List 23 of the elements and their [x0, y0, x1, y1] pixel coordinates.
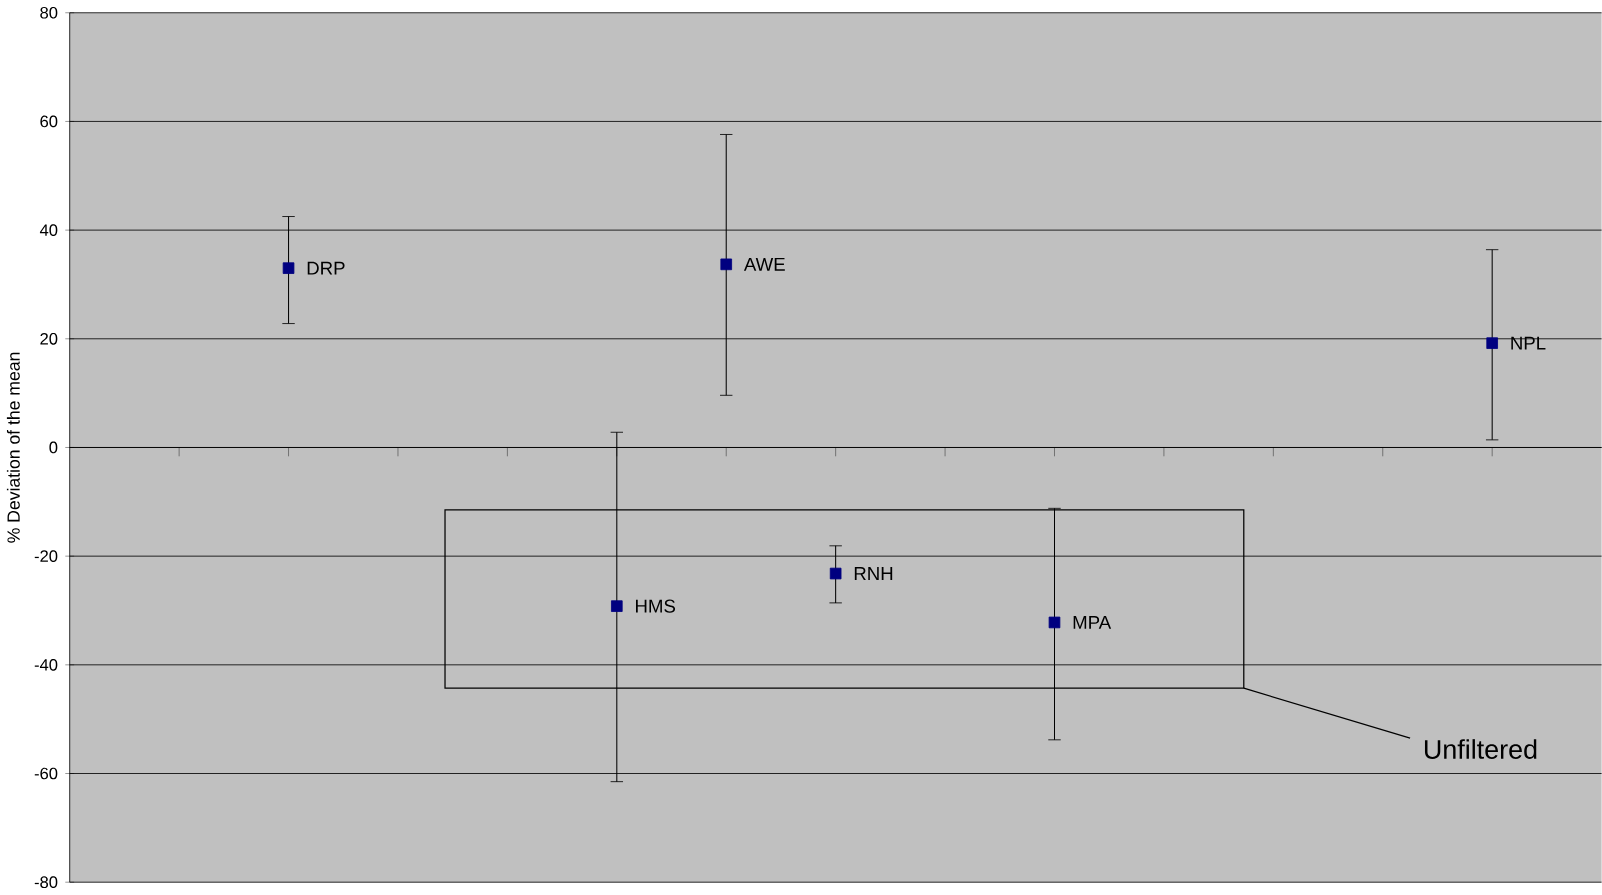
point: [829, 567, 842, 580]
point: [1048, 616, 1061, 629]
y-tick-label: 60: [40, 115, 58, 128]
y-tick-label: -20: [34, 550, 58, 563]
point: [1486, 337, 1498, 349]
series-label: DRP: [307, 261, 345, 275]
point: [611, 600, 623, 612]
point: [282, 262, 295, 274]
series-label: MPA: [1073, 616, 1112, 629]
annotation: Unfiltered: [1424, 739, 1537, 759]
y-axis-title: % Deviation of the mean: [6, 352, 20, 543]
series-label: RNH: [854, 567, 893, 580]
series-label: NPL: [1511, 336, 1546, 350]
y-tick-label: -60: [34, 767, 58, 780]
y-tick-label: -40: [34, 658, 58, 671]
series-label: AWE: [743, 257, 785, 271]
series-label: HMS: [636, 599, 676, 613]
y-tick-label: 20: [40, 332, 58, 345]
y-tick-label: -80: [34, 876, 58, 889]
point: [720, 258, 733, 271]
y-tick-label: 80: [40, 6, 58, 19]
y-tick-label: 0: [49, 441, 58, 454]
y-tick-label: 40: [39, 224, 58, 236]
